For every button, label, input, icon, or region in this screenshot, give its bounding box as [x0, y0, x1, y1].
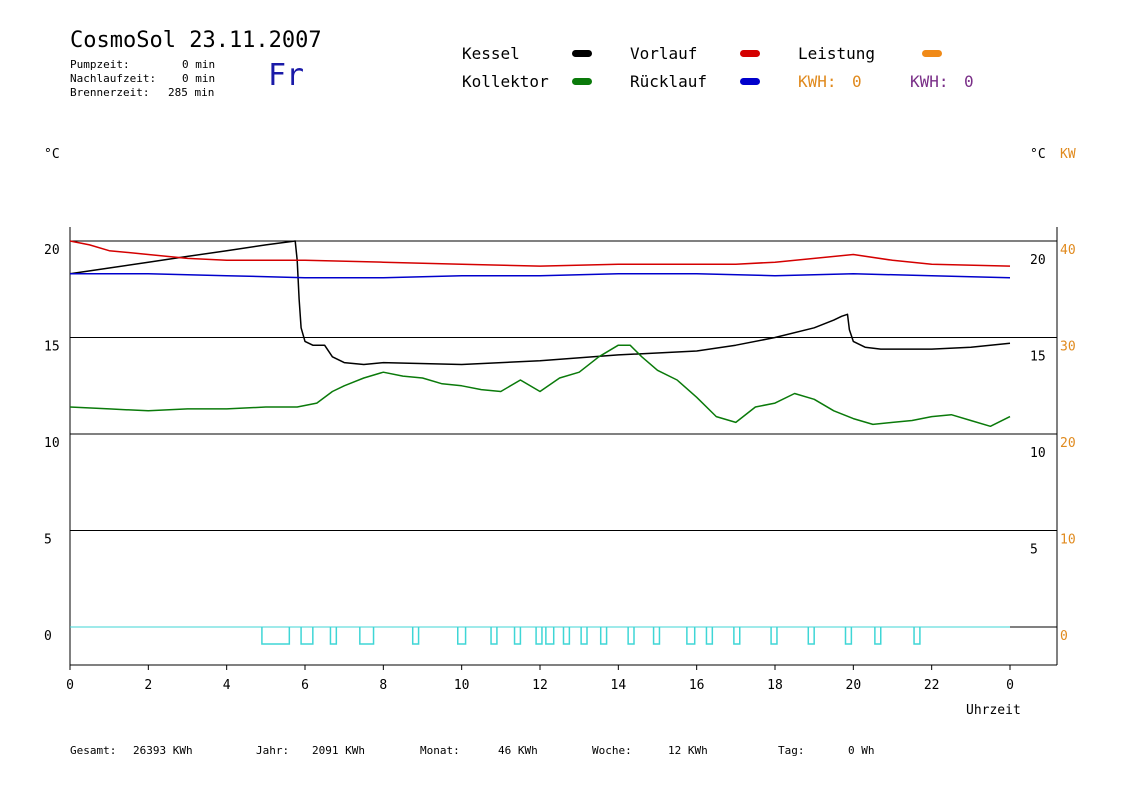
x-tick-label: 4 [223, 678, 231, 693]
legend-ruecklauf-swatch [740, 78, 760, 85]
pump-pulse [733, 627, 741, 645]
pump-pulse [807, 627, 815, 645]
x-tick-label: 10 [454, 678, 470, 693]
pump-pulse [580, 627, 588, 645]
pumpzeit-label: Pumpzeit: [70, 58, 130, 71]
pump-pulse [300, 627, 314, 645]
total-gesamt-label: Gesamt: [70, 744, 117, 757]
legend-kollektor: Kollektor [462, 72, 549, 91]
series-line-ruecklauf [70, 273, 1011, 279]
legend-kessel-swatch [572, 50, 592, 57]
x-tick-label: 2 [144, 678, 152, 693]
legend-kwh2-value: 0 [964, 72, 974, 91]
pump-pulse [359, 627, 375, 645]
x-tick-label: 14 [611, 678, 627, 693]
pump-pulse [457, 627, 467, 645]
pump-pulse [874, 627, 882, 645]
y-tick-kw: 0 [1060, 629, 1068, 644]
total-gesamt-value: 26393 KWh [133, 744, 193, 757]
pump-pulse [844, 627, 853, 645]
y-tick-right: 20 [1030, 253, 1046, 268]
y-tick-left: 20 [44, 243, 60, 258]
total-jahr-value: 2091 KWh [312, 744, 365, 757]
y-axis-left-unit: °C [44, 147, 60, 162]
weekday-label: Fr [268, 58, 305, 93]
nachlaufzeit-label: Nachlaufzeit: [70, 72, 157, 85]
series-line-kollektor [69, 344, 1011, 428]
pump-pulse [705, 627, 714, 645]
legend-kollektor-swatch [572, 78, 592, 85]
legend-kwh2-label: KWH: [910, 72, 949, 91]
legend-kessel: Kessel [462, 44, 520, 63]
legend-vorlauf: Vorlauf [630, 44, 698, 63]
pump-pulse [411, 627, 420, 645]
x-tick-label: 12 [532, 678, 548, 693]
pump-pulse [513, 627, 522, 645]
pump-pulse [770, 627, 778, 645]
legend-kwh1-label: KWH: [798, 72, 837, 91]
y-tick-right: 10 [1030, 446, 1046, 461]
x-tick-label: 8 [379, 678, 387, 693]
y-tick-left: 5 [44, 533, 52, 548]
x-tick-label: 20 [846, 678, 862, 693]
pump-pulse [490, 627, 498, 645]
total-monat-label: Monat: [420, 744, 460, 757]
y-tick-left: 10 [44, 436, 60, 451]
x-tick-label: 18 [767, 678, 783, 693]
y-tick-kw: 20 [1060, 436, 1076, 451]
pump-pulse [562, 627, 571, 645]
pump-pulse [913, 627, 921, 645]
pump-pulse [261, 627, 291, 645]
series-line-kessel [69, 240, 1011, 366]
y-tick-kw: 10 [1060, 533, 1076, 548]
legend-vorlauf-swatch [740, 50, 760, 57]
nachlaufzeit-value: 0 min [182, 72, 216, 85]
pump-pulse [627, 627, 635, 645]
legend-leistung: Leistung [798, 44, 876, 63]
y-tick-kw: 30 [1060, 340, 1076, 355]
chart-title: CosmoSol 23.11.2007 [70, 28, 322, 53]
y-tick-kw: 40 [1060, 243, 1076, 258]
y-tick-left: 0 [44, 629, 52, 644]
pumpzeit-value: 0 min [182, 58, 216, 71]
x-tick-label: 22 [924, 678, 940, 693]
x-tick-label: 0 [1006, 678, 1014, 693]
x-tick-label: 6 [301, 678, 309, 693]
pump-pulse [599, 627, 608, 645]
x-tick-label: 0 [66, 678, 74, 693]
y-axis-right-unit: °C [1030, 147, 1046, 162]
x-axis-label: Uhrzeit [966, 703, 1021, 718]
total-monat-value: 46 KWh [498, 744, 538, 757]
pump-pulse [686, 627, 696, 645]
total-jahr-label: Jahr: [256, 744, 290, 757]
total-tag-label: Tag: [778, 744, 805, 757]
brennerzeit-value: 285 min [168, 86, 215, 99]
y-tick-left: 15 [44, 340, 60, 355]
pump-pulse [329, 627, 338, 645]
y-tick-right: 15 [1030, 350, 1046, 365]
brennerzeit-label: Brennerzeit: [70, 86, 150, 99]
legend-kwh1-value: 0 [852, 72, 862, 91]
total-woche-label: Woche: [592, 744, 632, 757]
x-tick-label: 16 [689, 678, 705, 693]
pump-pulse [545, 627, 555, 645]
total-tag-value: 0 Wh [848, 744, 875, 757]
y-axis-kw-unit: KW [1060, 147, 1076, 162]
legend-ruecklauf: Rücklauf [630, 72, 708, 91]
y-tick-right: 5 [1030, 543, 1038, 558]
total-woche-value: 12 KWh [668, 744, 708, 757]
pump-pulse [535, 627, 543, 645]
legend-leistung-swatch [922, 50, 942, 57]
series-line-vorlauf [69, 240, 1011, 267]
pump-pulse [652, 627, 661, 645]
